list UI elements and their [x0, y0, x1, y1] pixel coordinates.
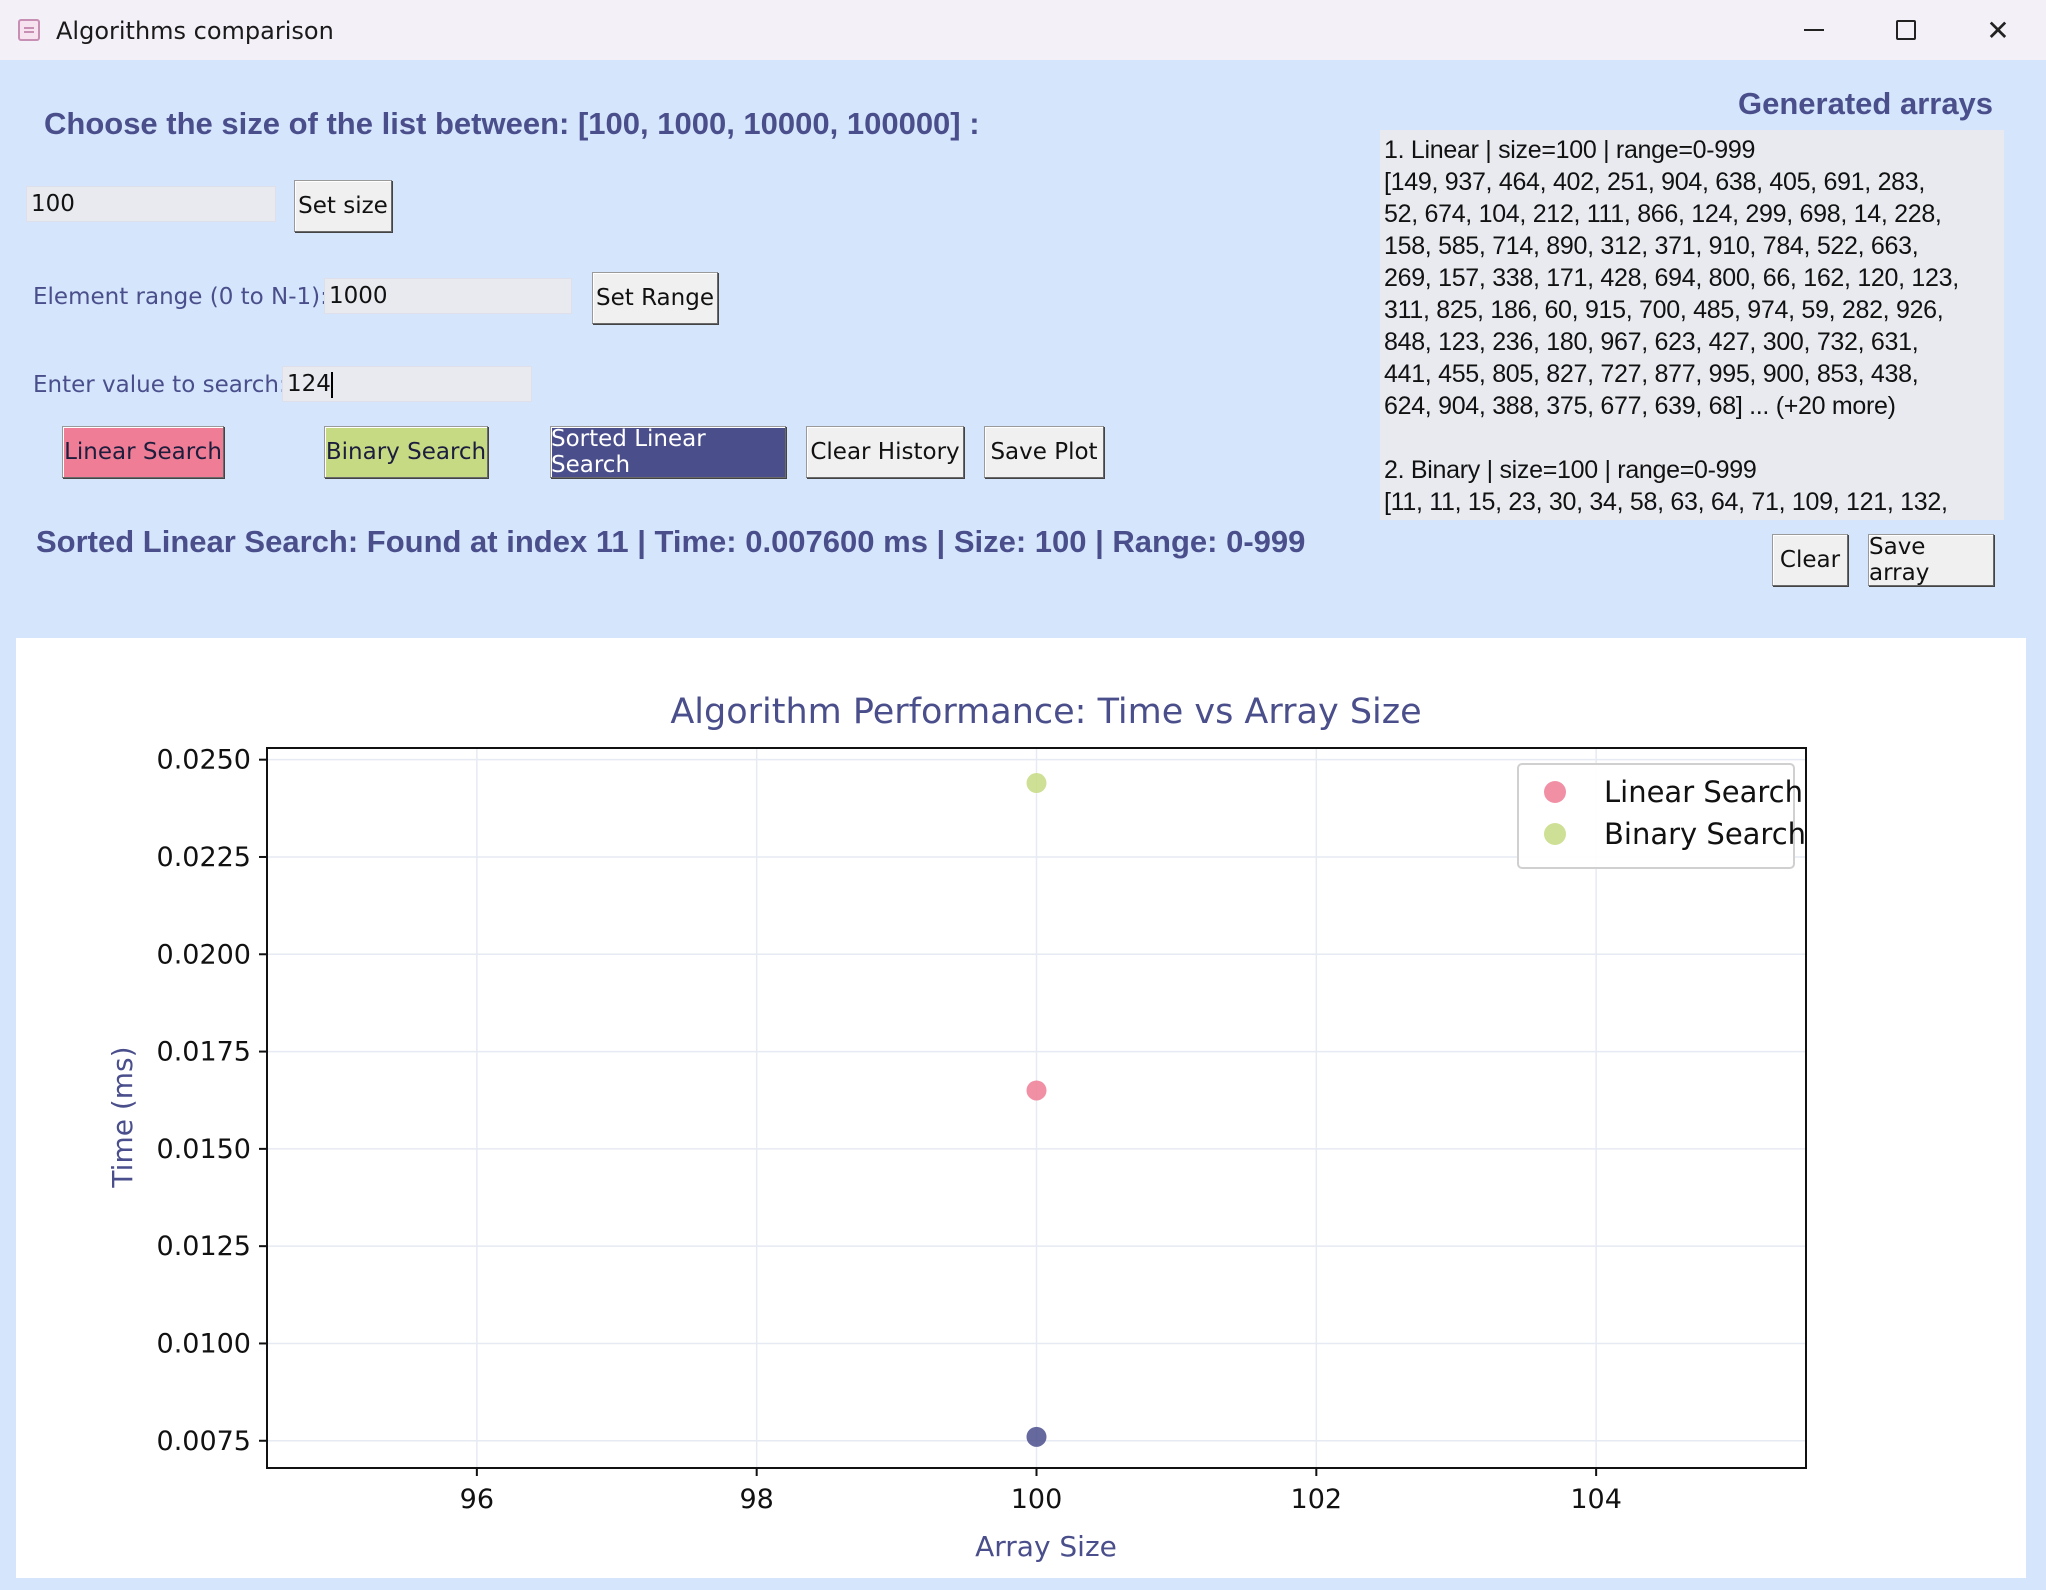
- close-icon: ✕: [1986, 13, 2010, 47]
- x-tick-label: 100: [1011, 1484, 1063, 1515]
- performance-chart: Algorithm Performance: Time vs Array Siz…: [106, 692, 1807, 1563]
- search-label: Enter value to search:: [33, 372, 287, 398]
- y-tick-label: 0.0225: [157, 842, 251, 873]
- x-tick-label: 98: [740, 1484, 774, 1515]
- search-input-value: 124: [287, 371, 331, 397]
- data-point: [1026, 773, 1047, 794]
- size-input[interactable]: 100: [26, 186, 276, 222]
- y-tick-label: 0.0100: [157, 1328, 251, 1359]
- array-line: 269, 157, 338, 171, 428, 694, 800, 66, 1…: [1384, 264, 1959, 292]
- x-tick-label: 96: [460, 1484, 494, 1515]
- close-button[interactable]: ✕: [1952, 0, 2044, 60]
- plot-area: Algorithm Performance: Time vs Array Siz…: [16, 638, 2026, 1578]
- legend-marker: [1544, 823, 1566, 845]
- axes: 96 98 100 102 104 0.0075 0.0100 0.0125 0.0150 0.0…: [157, 745, 1807, 1515]
- array-line: [11, 11, 15, 23, 30, 34, 58, 63, 64, 71,…: [1384, 488, 1948, 516]
- minimize-icon: [1804, 29, 1824, 31]
- arrays-textbox[interactable]: 1. Linear | size=100 | range=0-999 [149,…: [1380, 130, 2004, 520]
- range-input[interactable]: 1000: [324, 278, 572, 314]
- legend-box: [1517, 763, 1795, 869]
- binary-search-button[interactable]: Binary Search: [324, 426, 488, 478]
- array-line: 1. Linear | size=100 | range=0-999: [1384, 136, 1756, 164]
- array-line: 441, 455, 805, 827, 727, 877, 995, 900, …: [1384, 360, 1919, 388]
- arrays-title: Generated arrays: [1738, 86, 1994, 121]
- legend-marker: [1544, 781, 1566, 803]
- y-tick-label: 0.0150: [157, 1134, 251, 1165]
- x-tick-label: 102: [1291, 1484, 1343, 1515]
- window-title: Algorithms comparison: [56, 17, 334, 45]
- data-point: [1026, 1080, 1047, 1101]
- search-input[interactable]: 124: [282, 366, 532, 402]
- data-point: [1026, 1426, 1047, 1447]
- status-text: Sorted Linear Search: Found at index 11 …: [36, 524, 1306, 559]
- y-tick-label: 0.0075: [157, 1426, 251, 1457]
- maximize-icon: [1896, 20, 1916, 40]
- array-line: 624, 904, 388, 375, 677, 639, 68] ... (+…: [1384, 392, 1896, 420]
- legend: Linear Search Binary Search: [1517, 763, 1806, 869]
- app-icon: [18, 19, 40, 41]
- y-tick-label: 0.0250: [157, 745, 251, 776]
- y-tick-label: 0.0175: [157, 1037, 251, 1068]
- y-tick-label: 0.0200: [157, 939, 251, 970]
- y-tick-label: 0.0125: [157, 1231, 251, 1262]
- linear-search-button[interactable]: Linear Search: [62, 426, 224, 478]
- text-cursor: [330, 371, 333, 398]
- set-size-button[interactable]: Set size: [294, 180, 392, 232]
- x-axis-label: Array Size: [975, 1530, 1117, 1563]
- chart-title: Algorithm Performance: Time vs Array Siz…: [670, 692, 1421, 732]
- array-line: 848, 123, 236, 180, 967, 623, 427, 300, …: [1384, 328, 1919, 356]
- clear-arrays-button[interactable]: Clear: [1772, 534, 1848, 586]
- array-line: [149, 937, 464, 402, 251, 904, 638, 405,…: [1384, 168, 1926, 196]
- set-range-button[interactable]: Set Range: [592, 272, 718, 324]
- array-line: 52, 674, 104, 212, 111, 866, 124, 299, 6…: [1384, 200, 1942, 228]
- array-line: 158, 585, 714, 890, 312, 371, 910, 784, …: [1384, 232, 1919, 260]
- array-line: [1384, 422, 2000, 454]
- y-axis-label: Time (ms): [106, 1046, 139, 1188]
- maximize-button[interactable]: [1860, 0, 1952, 60]
- data-points: [1026, 773, 1047, 1447]
- array-line: 2. Binary | size=100 | range=0-999: [1384, 456, 1757, 484]
- minimize-button[interactable]: [1768, 0, 1860, 60]
- x-tick-label: 104: [1570, 1484, 1622, 1515]
- sorted-linear-search-button[interactable]: Sorted Linear Search: [550, 426, 786, 478]
- legend-label: Binary Search: [1604, 817, 1806, 851]
- size-heading: Choose the size of the list between: [10…: [44, 106, 980, 141]
- array-line: 311, 825, 186, 60, 915, 700, 485, 974, 5…: [1384, 296, 1944, 324]
- save-array-button[interactable]: Save array: [1868, 534, 1994, 586]
- save-plot-button[interactable]: Save Plot: [984, 426, 1104, 478]
- title-bar: Algorithms comparison ✕: [0, 0, 2046, 60]
- clear-history-button[interactable]: Clear History: [806, 426, 964, 478]
- range-label: Element range (0 to N-1):: [33, 284, 328, 310]
- legend-label: Linear Search: [1604, 775, 1803, 809]
